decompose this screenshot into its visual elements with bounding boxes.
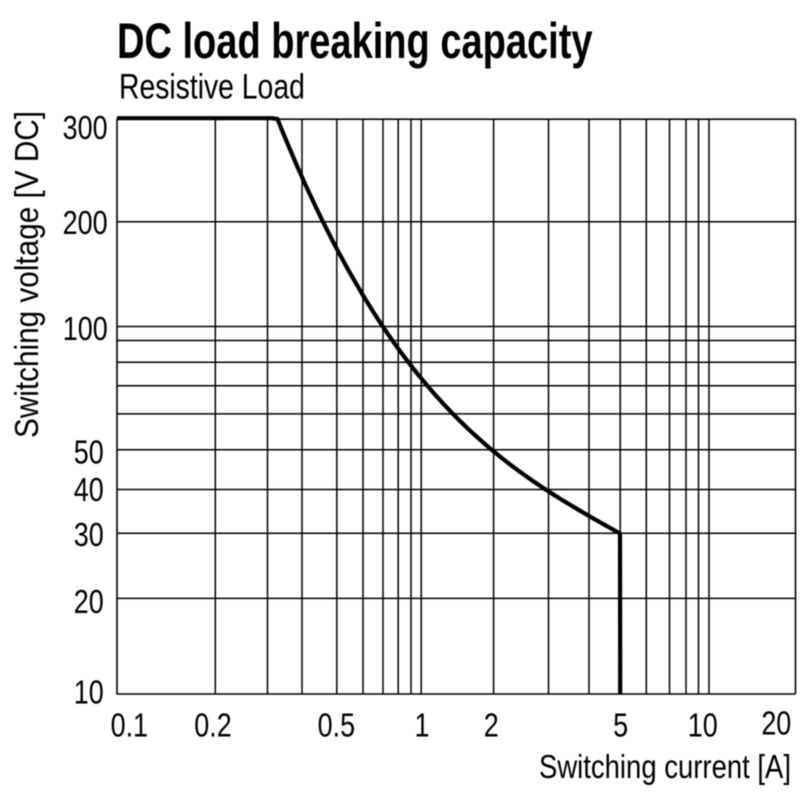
svg-text:50: 50: [74, 435, 104, 471]
svg-text:200: 200: [63, 205, 108, 241]
svg-text:20: 20: [74, 585, 104, 621]
svg-text:30: 30: [74, 518, 104, 554]
svg-text:2: 2: [484, 708, 499, 744]
svg-text:0.1: 0.1: [111, 708, 148, 744]
svg-text:Switching current [A]: Switching current [A]: [539, 750, 791, 786]
svg-text:100: 100: [63, 312, 108, 348]
svg-text:300: 300: [63, 110, 108, 146]
svg-text:20: 20: [761, 706, 791, 742]
svg-text:10: 10: [74, 675, 104, 711]
svg-text:DC load breaking capacity: DC load breaking capacity: [117, 14, 593, 69]
svg-text:Switching voltage [V DC]: Switching voltage [V DC]: [9, 111, 46, 438]
svg-text:5: 5: [613, 708, 628, 744]
svg-text:40: 40: [74, 473, 104, 509]
svg-text:Resistive Load: Resistive Load: [119, 67, 305, 107]
svg-text:0.5: 0.5: [318, 708, 355, 744]
svg-text:1: 1: [415, 708, 430, 744]
svg-text:0.2: 0.2: [194, 708, 231, 744]
svg-text:10: 10: [688, 708, 718, 744]
